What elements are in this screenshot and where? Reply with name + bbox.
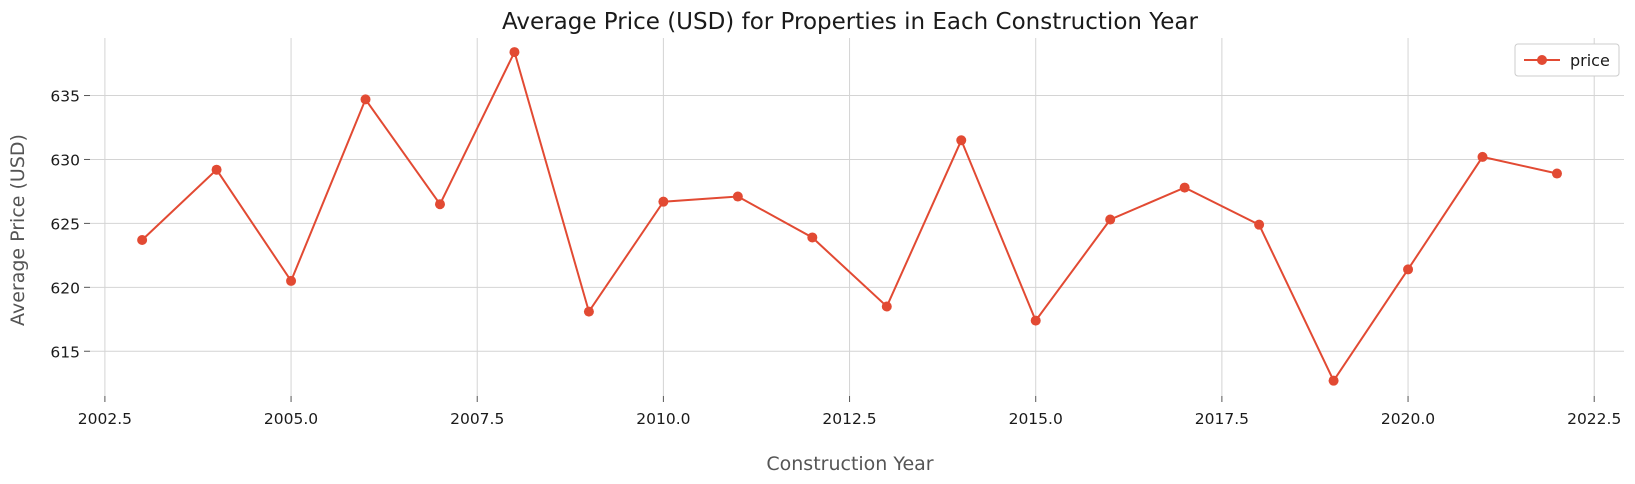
legend-label-price: price (1570, 51, 1610, 70)
x-tick-label: 2022.5 (1567, 410, 1621, 428)
x-tick-label: 2010.0 (636, 410, 690, 428)
data-point (658, 196, 669, 207)
grid-lines (90, 38, 1624, 396)
data-point (1254, 219, 1265, 230)
y-tick-label: 625 (50, 215, 80, 233)
series-price (137, 47, 1562, 386)
data-point (1328, 375, 1339, 386)
x-tick-label: 2002.5 (78, 410, 132, 428)
y-tick-label: 620 (50, 279, 80, 297)
data-point (360, 94, 371, 105)
data-point (137, 235, 148, 246)
data-point (1403, 264, 1414, 275)
data-point (956, 135, 967, 146)
legend-box (1514, 43, 1620, 77)
data-point (211, 164, 222, 175)
x-tick-label: 2005.0 (264, 410, 318, 428)
data-point (1551, 168, 1562, 179)
legend-marker-swatch (1537, 55, 1547, 65)
data-point (286, 275, 297, 286)
data-point (881, 301, 892, 312)
data-point (434, 199, 445, 210)
data-point (1105, 214, 1116, 225)
x-tick-label: 2017.5 (1195, 410, 1249, 428)
x-tick-label: 2007.5 (450, 410, 504, 428)
legend: price (1514, 43, 1620, 77)
chart-title: Average Price (USD) for Properties in Ea… (502, 9, 1198, 35)
x-tick-label: 2012.5 (822, 410, 876, 428)
y-tick-label: 635 (50, 88, 80, 106)
y-tick-label: 615 (50, 343, 80, 361)
data-point (807, 232, 818, 243)
series-line-price (141, 49, 1558, 383)
data-point (509, 47, 520, 58)
x-tick-label: 2020.0 (1381, 410, 1435, 428)
data-point (1179, 182, 1190, 193)
x-tick-label: 2015.0 (1009, 410, 1063, 428)
y-axis-label: Average Price (USD) (7, 134, 29, 326)
y-tick-label: 630 (50, 151, 80, 169)
x-axis-label: Construction Year (766, 453, 933, 475)
axis-ticks: 2002.5 2005.0 2007.5 2010.0 2012.5 2015.0 2017… (50, 88, 1621, 428)
data-point (583, 306, 594, 317)
data-point (1477, 151, 1488, 162)
data-point (732, 191, 743, 202)
data-point (1030, 315, 1041, 326)
